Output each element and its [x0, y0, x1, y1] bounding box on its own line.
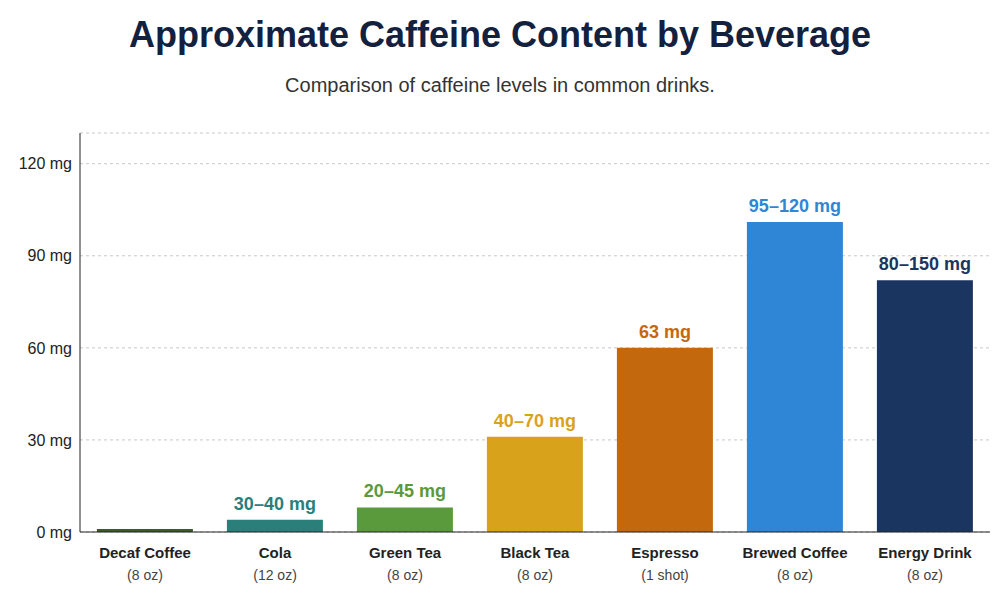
- svg-text:Decaf Coffee: Decaf Coffee: [99, 544, 191, 561]
- svg-text:(8 oz): (8 oz): [387, 567, 423, 583]
- svg-text:Cola: Cola: [259, 544, 292, 561]
- svg-text:63 mg: 63 mg: [639, 322, 691, 342]
- svg-text:120 mg: 120 mg: [19, 155, 72, 172]
- svg-text:30 mg: 30 mg: [28, 432, 72, 449]
- svg-text:60 mg: 60 mg: [28, 340, 72, 357]
- svg-text:80–150 mg: 80–150 mg: [879, 254, 971, 274]
- html-text:Approximate Caffeine Content b: Approximate Caffeine Content by Beverage: [128, 14, 872, 55]
- svg-text:20–45 mg: 20–45 mg: [364, 481, 446, 501]
- svg-text:90 mg: 90 mg: [28, 247, 72, 264]
- svg-text:Espresso: Espresso: [631, 544, 699, 561]
- svg-text:(12 oz): (12 oz): [253, 567, 297, 583]
- svg-text:Black Tea: Black Tea: [501, 544, 571, 561]
- svg-text:Brewed Coffee: Brewed Coffee: [742, 544, 847, 561]
- svg-text:(8 oz): (8 oz): [907, 567, 943, 583]
- svg-text:Energy Drink: Energy Drink: [878, 544, 972, 561]
- svg-text:0 mg: 0 mg: [36, 524, 72, 541]
- svg-text:Green Tea: Green Tea: [369, 544, 442, 561]
- svg-text:(8 oz): (8 oz): [127, 567, 163, 583]
- svg-text:30–40 mg: 30–40 mg: [234, 494, 316, 514]
- svg-text:95–120 mg: 95–120 mg: [749, 196, 841, 216]
- svg-text:40–70 mg: 40–70 mg: [494, 411, 576, 431]
- svg-text:(1 shot): (1 shot): [641, 567, 688, 583]
- svg-text:(8 oz): (8 oz): [777, 567, 813, 583]
- html-text:Comparison of caffeine levels: Comparison of caffeine levels in common …: [285, 74, 715, 96]
- svg-text:(8 oz): (8 oz): [517, 567, 553, 583]
